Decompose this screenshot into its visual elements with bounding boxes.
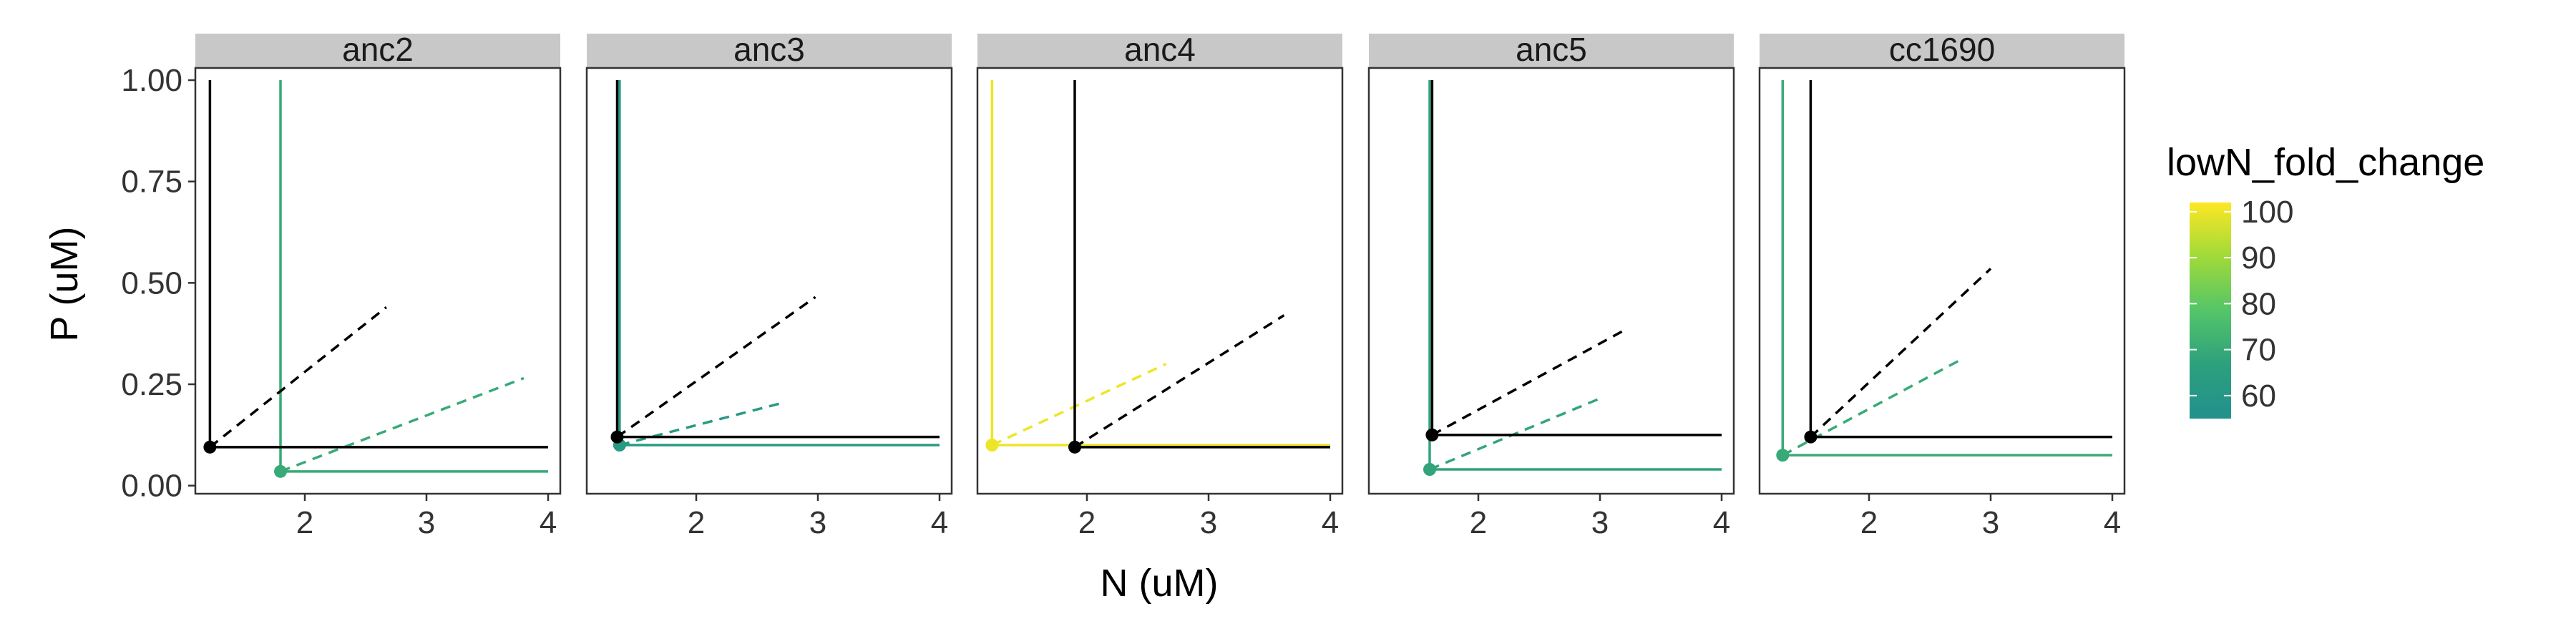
y-axis-title: P (uM) <box>43 226 86 341</box>
panel-border <box>194 67 562 495</box>
colorbar-tick-label: 60 <box>2241 379 2276 414</box>
x-tick-label: 4 <box>540 505 557 540</box>
color-legend: lowN_fold_change 60 70 80 90 100 <box>2167 141 2484 419</box>
facet-panel-anc5: anc5 2 3 4 <box>1367 31 1735 540</box>
facet-strip <box>1369 34 1734 68</box>
ancestor-point <box>1804 430 1818 444</box>
plot-area <box>1758 67 2126 495</box>
facet-strip <box>1760 34 2124 68</box>
evolved-point <box>985 439 999 452</box>
facet-panel-cc1690: cc1690 2 3 4 <box>1758 31 2126 540</box>
colorbar-tick-label: 90 <box>2241 240 2276 275</box>
facet-panel-anc4: anc4 2 3 4 <box>976 31 1344 540</box>
ancestor-supply-vector <box>1810 268 1992 438</box>
x-tick-label: 4 <box>1322 505 1339 540</box>
facet-panel-anc2: anc2 2 3 4 0.00 0.25 0.50 0.75 1.00 <box>121 31 562 540</box>
x-axis-title: N (uM) <box>1101 562 1219 605</box>
facet-strip <box>977 34 1342 68</box>
facet-strip-label: anc2 <box>342 31 414 68</box>
colorbar-tick-label: 80 <box>2241 286 2276 321</box>
facet-strip-label: cc1690 <box>1889 31 1995 68</box>
evolved-supply-vector <box>991 363 1167 447</box>
y-tick-label: 0.75 <box>121 165 182 200</box>
colorbar-tick-label: 70 <box>2241 333 2276 368</box>
ancestor-supply-vector <box>209 306 387 449</box>
panel-border <box>1367 67 1735 495</box>
evolved-point <box>1776 449 1790 462</box>
plot-area <box>1367 67 1735 495</box>
facet-strip-label: anc5 <box>1516 31 1587 68</box>
x-tick-label: 3 <box>1591 505 1609 540</box>
evolved-series <box>1776 80 2112 462</box>
evolved-supply-vector <box>280 376 525 473</box>
x-tick-label: 2 <box>688 505 705 540</box>
x-tick-label: 4 <box>1713 505 1730 540</box>
plot-area <box>976 67 1344 495</box>
ancestor-series <box>203 80 548 454</box>
facet-panel-anc3: anc3 2 3 4 <box>585 31 953 540</box>
ancestor-point <box>1068 440 1081 454</box>
facet-panels: anc2 2 3 4 0.00 0.25 0.50 0.75 1.00 anc3 2 3 4 anc4 2 3… <box>121 31 2126 540</box>
x-tick-label: 4 <box>931 505 948 540</box>
x-tick-label: 2 <box>296 505 313 540</box>
ancestor-series <box>1425 80 1722 441</box>
evolved-supply-vector <box>619 401 784 447</box>
ancestor-series <box>1804 80 2112 444</box>
facet-strip-label: anc3 <box>733 31 805 68</box>
x-tick-label: 2 <box>1470 505 1487 540</box>
x-tick-label: 3 <box>1200 505 1217 540</box>
x-tick-label: 2 <box>1860 505 1878 540</box>
colorbar <box>2190 203 2231 419</box>
y-tick-label: 0.25 <box>121 367 182 402</box>
plot-area <box>585 67 953 495</box>
y-tick-label: 0.50 <box>121 265 182 301</box>
legend-title: lowN_fold_change <box>2167 141 2484 184</box>
ancestor-supply-vector <box>616 296 816 439</box>
ancestor-supply-vector <box>1074 314 1285 449</box>
x-tick-label: 3 <box>418 505 435 540</box>
evolved-series <box>274 80 548 478</box>
evolved-series <box>985 80 1330 452</box>
panel-border <box>1758 67 2126 495</box>
y-tick-label: 1.00 <box>121 63 182 98</box>
plot-area <box>194 67 562 495</box>
panel-border <box>976 67 1344 495</box>
ancestor-point <box>610 430 624 444</box>
evolved-series <box>613 80 940 452</box>
ancestor-point <box>203 440 217 454</box>
panel-border <box>585 67 953 495</box>
x-tick-label: 4 <box>2104 505 2121 540</box>
ancestor-supply-vector <box>1431 330 1623 436</box>
ancestor-series <box>610 80 940 444</box>
ancestor-point <box>1425 428 1439 441</box>
y-tick-label: 0.00 <box>121 469 182 504</box>
evolved-point <box>1423 463 1436 476</box>
evolved-point <box>274 464 287 478</box>
x-tick-label: 3 <box>809 505 826 540</box>
x-tick-label: 3 <box>1982 505 1999 540</box>
facet-strip <box>195 34 560 68</box>
x-tick-label: 2 <box>1078 505 1096 540</box>
ancestor-series <box>1068 80 1330 454</box>
colorbar-tick-label: 100 <box>2241 195 2293 230</box>
facet-strip-label: anc4 <box>1124 31 1196 68</box>
facet-strip <box>587 34 952 68</box>
